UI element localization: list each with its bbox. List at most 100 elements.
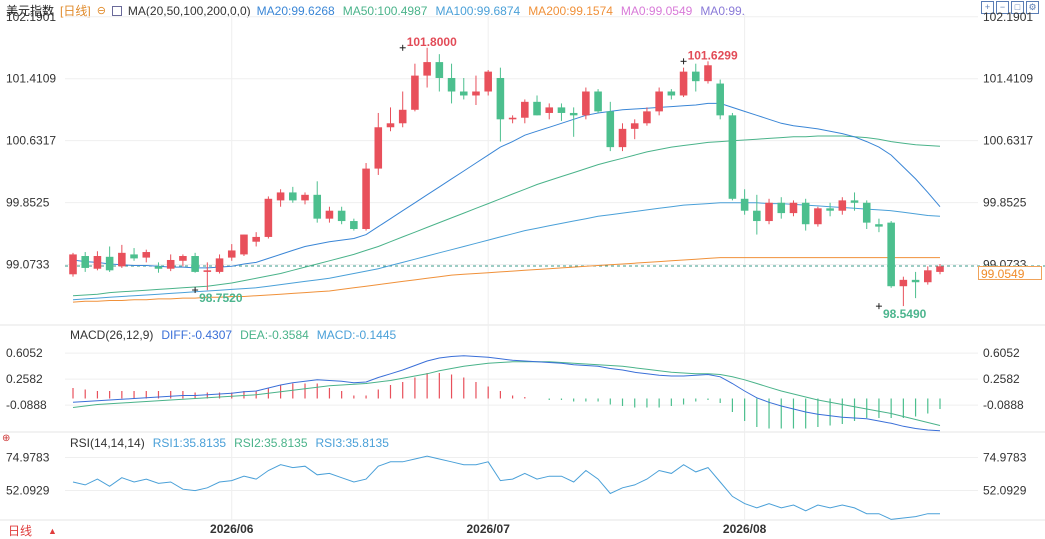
candle-body (679, 71, 688, 96)
candle-body (862, 202, 871, 223)
candle-body (105, 256, 114, 271)
candle-body (924, 270, 932, 283)
dea-line (72, 361, 941, 426)
price-right-tick: 100.6317 (983, 134, 1033, 148)
rsi-left-tick: 52.0929 (6, 484, 50, 498)
footer-tab-label: 日线 (8, 524, 33, 538)
zoom-out-icon[interactable]: − (996, 1, 1009, 14)
macd-right-tick: -0.0888 (983, 398, 1024, 412)
zoom-in-icon[interactable]: + (981, 1, 994, 14)
instrument-name: 美元指数 (6, 4, 55, 18)
macd-title: MACD(26,12,9) (70, 328, 154, 342)
price-left-tick: 101.4109 (6, 72, 56, 86)
candle-body (362, 168, 370, 229)
candle-body (740, 198, 749, 211)
candle-body (276, 192, 285, 201)
candle-body (179, 256, 187, 261)
price-right-tick: 102.1901 (983, 10, 1033, 24)
candle-body (264, 198, 273, 237)
x-tick-label: 2026/07 (466, 522, 510, 536)
annotation-label: 101.6299 (688, 48, 738, 62)
candle-body (582, 91, 590, 116)
rsi-line (72, 455, 940, 520)
price-left-tick: 99.0733 (6, 257, 50, 271)
ma-value: MA0:99. (700, 3, 746, 18)
ma-value: MA100:99.6874 (435, 3, 521, 18)
candle-body (227, 250, 236, 258)
price-left-tick: 99.8525 (6, 196, 50, 210)
candle-body (691, 71, 700, 82)
fullscreen-icon[interactable]: □ (1011, 1, 1024, 14)
candle-body (484, 71, 492, 92)
macd-dea: DEA:-0.3584 (240, 328, 309, 342)
candle-body (240, 234, 248, 255)
candle-body (655, 91, 663, 112)
candle-body (350, 221, 358, 229)
candle-body (130, 254, 138, 259)
candle-body (435, 62, 444, 78)
candle-body (533, 101, 541, 116)
candle-body (398, 109, 407, 124)
candle-body (508, 117, 517, 120)
rsi-right-tick: 74.9783 (983, 451, 1027, 465)
candle-body (643, 111, 651, 124)
candle-body (325, 210, 334, 219)
macd-left-tick: -0.0888 (6, 398, 47, 412)
candle-body (765, 202, 773, 222)
current-price-tag: 99.0549 (978, 266, 1042, 281)
macd-diff: DIFF:-0.4307 (161, 328, 233, 342)
macd-right-tick: 0.2582 (983, 372, 1020, 386)
candle-body (423, 62, 431, 76)
collapse-icon[interactable]: ▲ (48, 525, 57, 536)
candle-body (887, 222, 895, 287)
candle-body (386, 123, 395, 128)
candle-body (704, 65, 712, 82)
rsi-header: RSI(14,14,14) RSI1:35.8135 RSI2:35.8135 … (70, 436, 389, 450)
footer-period-tab[interactable]: 日线 ▲ (8, 522, 57, 539)
candle-body (215, 258, 224, 272)
settings-icon[interactable]: ⚙ (1026, 1, 1039, 14)
candle-body (606, 111, 615, 148)
rsi-title: RSI(14,14,14) (70, 436, 145, 450)
candle-body (911, 279, 920, 283)
candle-body (801, 202, 810, 225)
macd-right-tick: 0.6052 (983, 346, 1020, 360)
settings-icon[interactable] (111, 5, 122, 16)
candle-body (777, 202, 786, 214)
dropdown-icon[interactable]: ⊖ (96, 5, 106, 17)
period-selector[interactable]: [日线] (60, 4, 91, 18)
macd-left-tick: 0.2582 (6, 372, 43, 386)
candle-body (496, 77, 505, 120)
x-tick-label: 2026/06 (210, 522, 254, 536)
candle-body (166, 259, 175, 269)
crosshair-icon[interactable]: ⊕ (2, 433, 11, 444)
ma20-line (72, 102, 941, 269)
candle-body (69, 254, 77, 275)
macd-header: MACD(26,12,9) DIFF:-0.4307 DEA:-0.3584 M… (70, 328, 396, 342)
candle-body (850, 200, 859, 203)
candle-body (618, 128, 627, 148)
annotation-label: 98.7520 (199, 291, 243, 305)
candle-body (814, 208, 822, 225)
rsi-1: RSI1:35.8135 (152, 436, 227, 450)
candle-body (118, 252, 126, 267)
candle-body (374, 127, 383, 169)
candle-body (594, 91, 602, 112)
ma-value: MA0:99.0549 (620, 3, 693, 18)
price-left-tick: 100.6317 (6, 134, 56, 148)
price-right-tick: 99.8525 (983, 196, 1027, 210)
candle-body (337, 210, 346, 222)
candle-body (411, 75, 419, 110)
candle-body (838, 200, 847, 211)
ma-value: MA20:99.6268 (256, 3, 335, 18)
rsi-3: RSI3:35.8135 (315, 436, 389, 450)
x-tick-label: 2026/08 (723, 522, 767, 536)
candle-body (191, 256, 199, 272)
ma100-line (72, 202, 941, 301)
candle-body (447, 77, 456, 92)
candle-body (521, 101, 529, 118)
candle-body (667, 91, 676, 96)
candle-body (313, 194, 322, 219)
